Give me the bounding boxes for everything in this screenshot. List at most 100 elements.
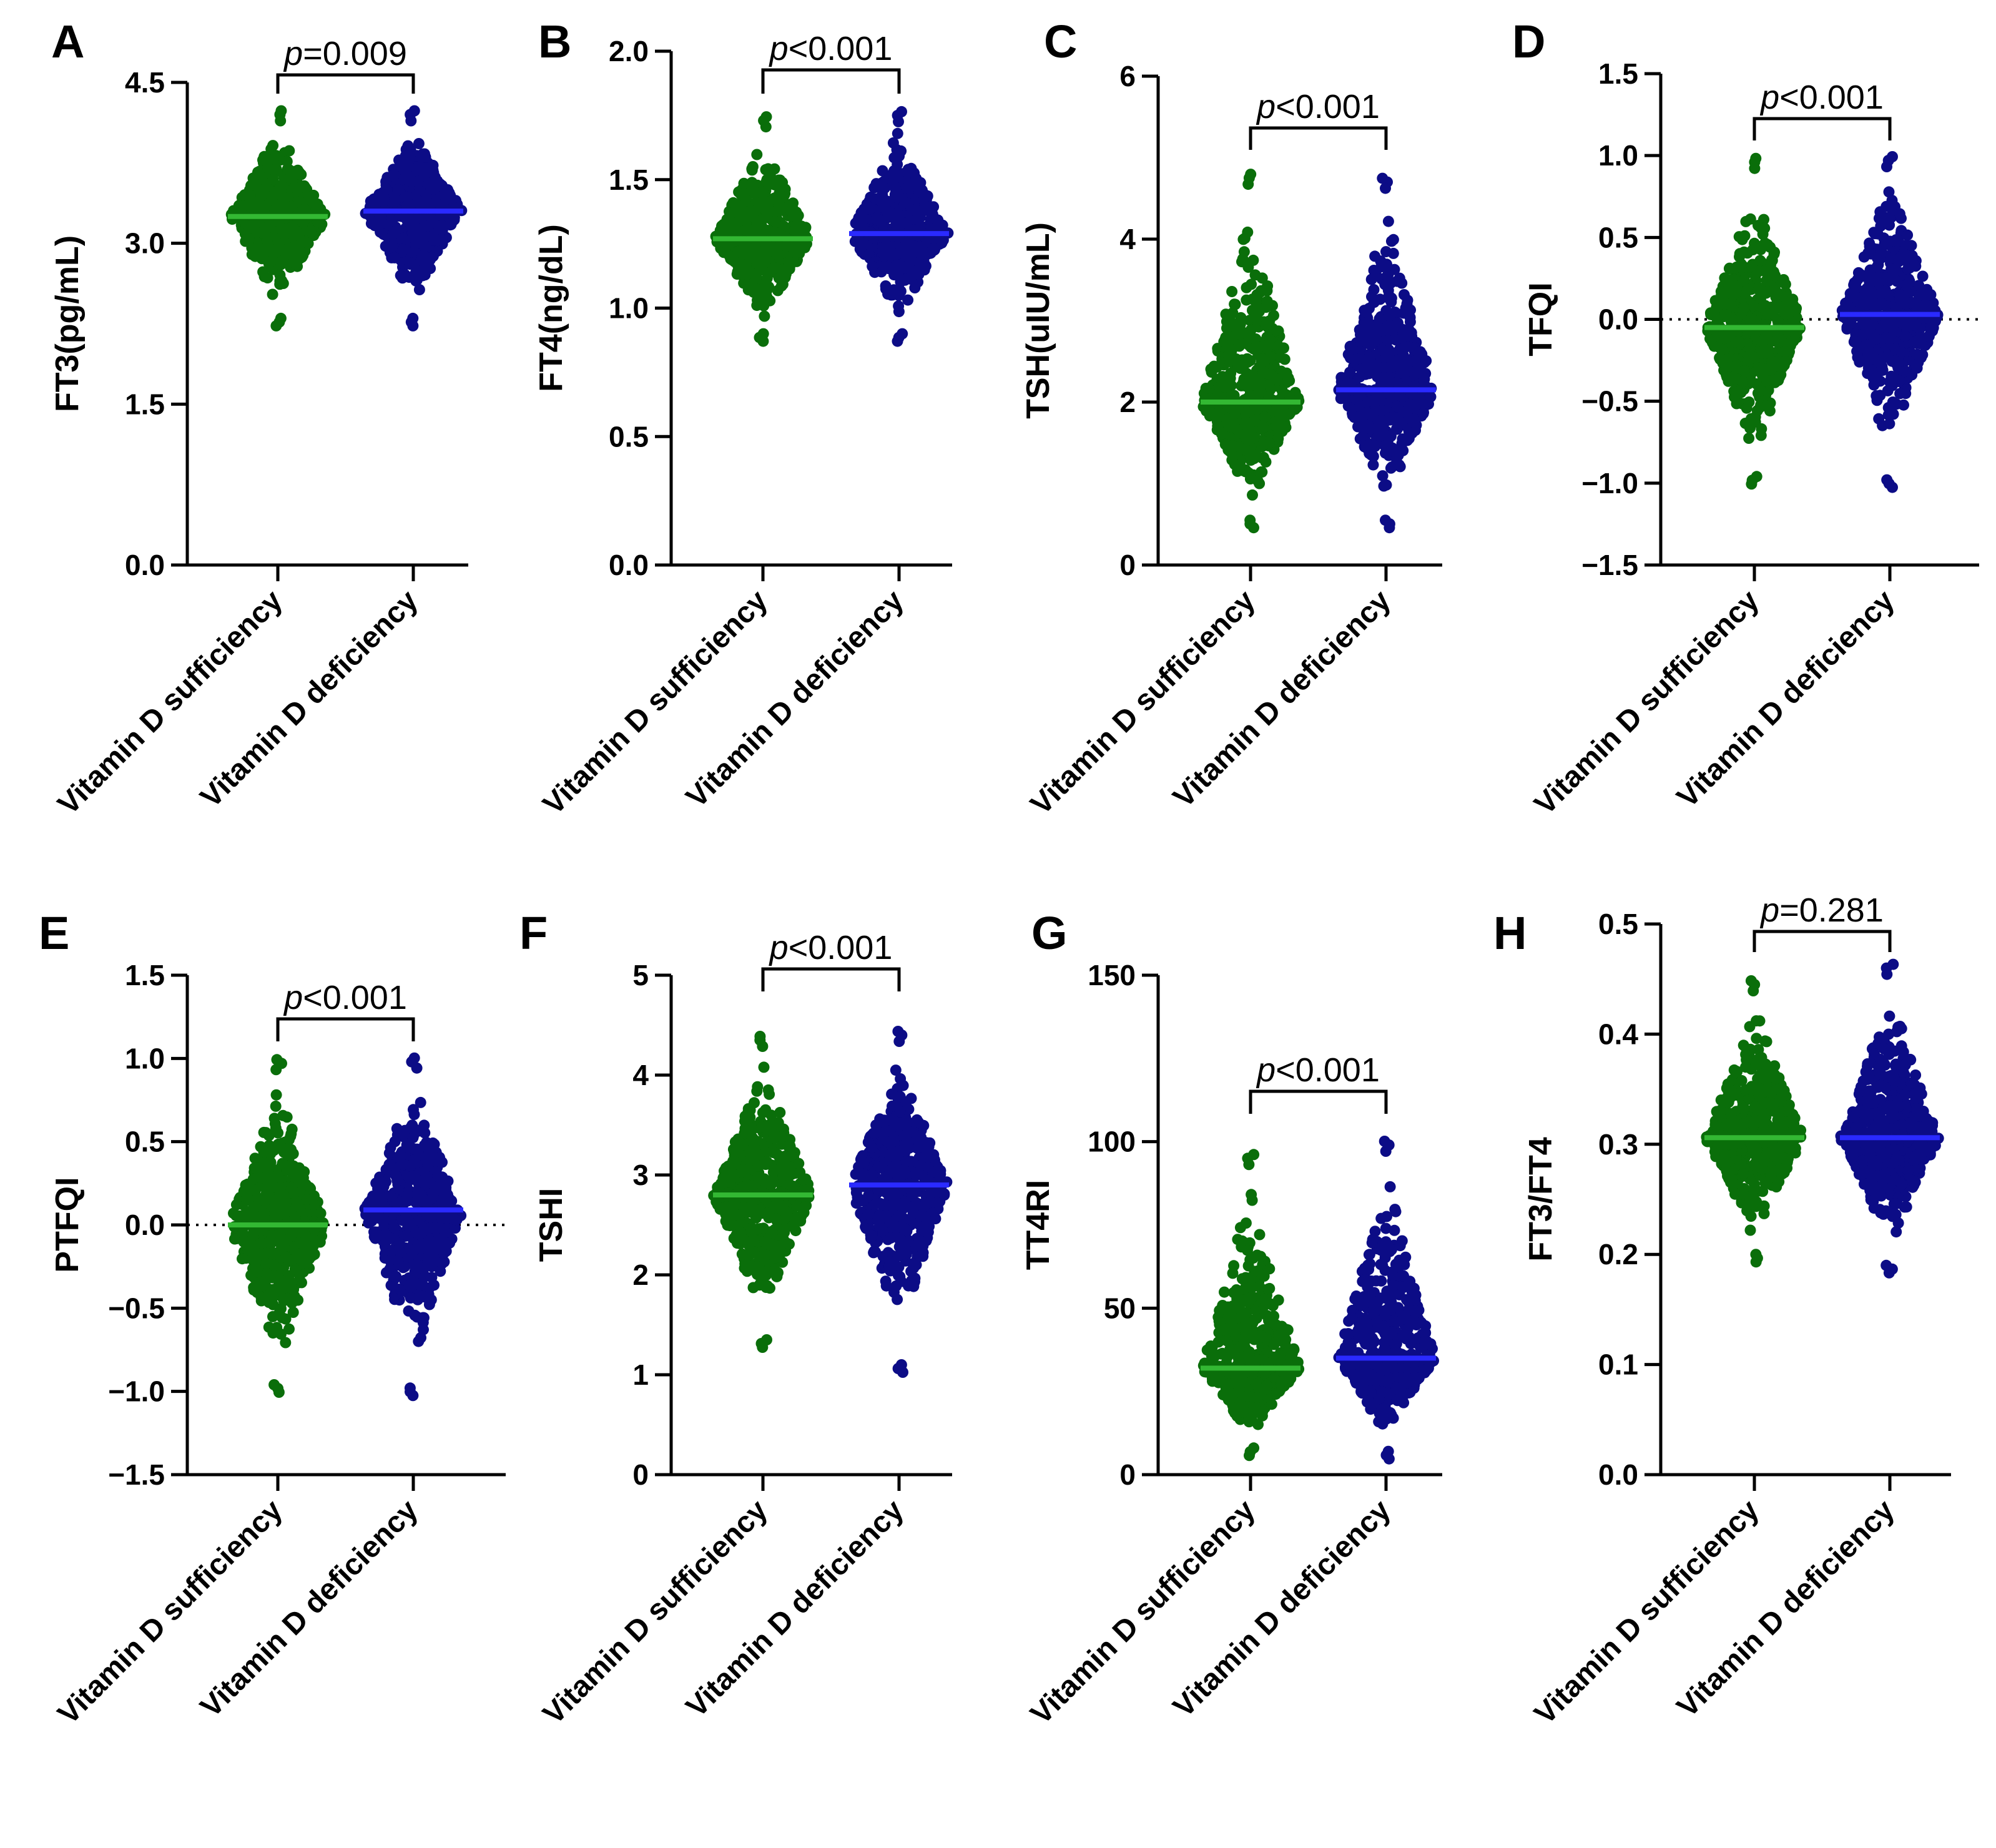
data-point: [1717, 353, 1729, 365]
series-points-deficiency: [1836, 151, 1944, 493]
data-point: [292, 1294, 304, 1306]
data-point: [782, 255, 794, 267]
data-point: [288, 182, 300, 194]
data-point: [769, 163, 780, 175]
data-point: [1247, 489, 1258, 501]
data-point: [243, 199, 255, 210]
data-point: [1898, 399, 1909, 411]
p-value-bracket: p=0.009: [276, 35, 415, 94]
data-point: [748, 287, 760, 298]
p-value-label: p<0.001: [1759, 79, 1884, 116]
data-point: [273, 1387, 285, 1398]
data-point: [408, 1052, 420, 1064]
y-tick-label: 1.5: [125, 388, 165, 420]
data-point: [247, 1243, 259, 1255]
data-point: [1278, 342, 1289, 354]
data-point: [1874, 253, 1885, 265]
data-point: [423, 220, 434, 232]
data-point: [276, 1189, 288, 1201]
data-point: [1249, 269, 1261, 281]
x-category-label: Vitamin D sufficiency: [1025, 584, 1262, 821]
data-point: [1368, 265, 1380, 276]
data-point: [1377, 172, 1389, 184]
data-point: [892, 171, 904, 183]
data-point: [270, 1089, 282, 1101]
x-category-label: Vitamin D sufficiency: [1528, 584, 1766, 821]
data-point: [1887, 481, 1898, 493]
data-point: [1861, 339, 1872, 351]
data-point: [1248, 522, 1259, 534]
data-point: [1759, 265, 1771, 277]
data-point: [1382, 270, 1394, 282]
data-point: [791, 212, 803, 224]
panel-letter: A: [51, 16, 84, 67]
data-point: [885, 250, 896, 262]
data-point: [301, 1194, 313, 1206]
data-point: [1754, 401, 1766, 413]
data-point: [404, 258, 416, 270]
data-point: [863, 248, 875, 260]
data-point: [1744, 213, 1756, 225]
data-point: [777, 278, 789, 290]
y-tick-label: −1.5: [108, 1458, 165, 1491]
data-point: [373, 219, 385, 231]
data-point: [1869, 228, 1880, 240]
data-point: [1354, 371, 1366, 383]
data-point: [855, 216, 867, 228]
data-point: [922, 202, 933, 214]
data-point: [1261, 285, 1273, 297]
data-point: [283, 145, 295, 157]
data-point: [1711, 299, 1723, 311]
data-point: [1899, 365, 1911, 377]
y-tick-label: 0: [1119, 549, 1136, 581]
data-point: [307, 1250, 318, 1262]
data-point: [1857, 329, 1869, 340]
data-point: [1234, 317, 1246, 329]
data-point: [925, 247, 937, 259]
data-point: [419, 258, 431, 270]
data-point: [1380, 182, 1391, 194]
p-value-label: p=0.009: [283, 35, 407, 72]
data-point: [1746, 478, 1758, 490]
data-point: [1374, 430, 1385, 441]
data-point: [1350, 353, 1362, 365]
data-point: [750, 196, 762, 207]
y-tick-label: −1.0: [108, 1375, 165, 1408]
data-point: [263, 1129, 275, 1141]
data-point: [867, 260, 878, 272]
data-point: [402, 140, 414, 152]
data-point: [1887, 373, 1899, 384]
data-point: [792, 243, 804, 255]
data-point: [1374, 323, 1386, 335]
data-point: [429, 171, 441, 183]
y-tick-label: 0.5: [125, 1126, 165, 1158]
data-point: [1734, 251, 1745, 263]
y-tick-label: 4: [1119, 223, 1136, 255]
data-point: [293, 1227, 304, 1239]
data-point: [907, 240, 918, 252]
y-tick-label: −0.5: [108, 1292, 165, 1324]
data-point: [1390, 412, 1402, 424]
data-point: [1272, 373, 1283, 385]
data-point: [1404, 356, 1415, 368]
data-point: [902, 294, 914, 306]
data-point: [1758, 285, 1769, 297]
data-point: [258, 1194, 270, 1206]
data-point: [1858, 251, 1870, 263]
data-point: [1352, 411, 1364, 423]
data-point: [741, 268, 753, 280]
data-point: [282, 243, 293, 255]
data-point: [270, 1324, 282, 1336]
data-point: [1390, 449, 1402, 461]
y-tick-label: 0.5: [1598, 221, 1638, 253]
data-point: [1899, 330, 1911, 342]
data-point: [1739, 230, 1751, 242]
y-tick-label: 0.0: [125, 549, 165, 581]
data-point: [1883, 186, 1895, 198]
data-point: [1750, 152, 1762, 164]
data-point: [1402, 294, 1413, 306]
data-point: [388, 169, 400, 181]
y-tick-label: 1.0: [125, 1042, 165, 1074]
data-point: [1425, 391, 1437, 403]
